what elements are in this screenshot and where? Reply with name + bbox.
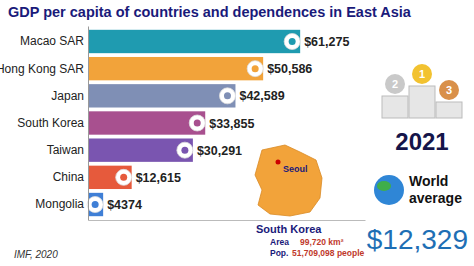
x-axis-line [89, 220, 366, 221]
data-label: $30,291 [197, 144, 242, 158]
bar [88, 57, 263, 80]
bar [88, 193, 103, 216]
medal [412, 64, 432, 84]
medal [439, 80, 459, 100]
y-axis: Macao SAR Hong Kong SAR Japan South Korea Ta… [0, 27, 89, 221]
y-tick: Mongolia [35, 197, 88, 211]
flag-icon [219, 88, 235, 104]
y-tick: China [53, 170, 88, 184]
data-label: $33,855 [209, 117, 254, 131]
flag-icon-center [92, 201, 99, 208]
podium-step [382, 96, 408, 118]
flag-icon-center [289, 38, 296, 45]
data-label: $42,589 [239, 89, 284, 103]
flag-icon-center [181, 147, 188, 154]
year: 2021 [395, 128, 448, 155]
flag-icon [87, 197, 103, 213]
world-average-label: Worldaverage [409, 173, 462, 206]
area-label: Area [270, 237, 289, 247]
bar [88, 166, 132, 189]
bar [88, 138, 193, 161]
chart: GDP per capita of countries and dependen… [0, 0, 474, 266]
y-tick-label: Taiwan [47, 143, 84, 157]
y-tick-label: South Korea [17, 116, 84, 130]
flag-icon-center [252, 65, 259, 72]
flag-icon [189, 115, 205, 131]
area-value: 99,720 km² [300, 237, 344, 247]
flag-icon-center [224, 92, 231, 99]
population-value: 51,709,098 people [292, 248, 365, 258]
y-tick-label: Japan [51, 89, 84, 103]
map-country: South Korea [256, 223, 322, 235]
y-tick: South Korea [17, 116, 88, 130]
flag-icon [247, 61, 263, 77]
y-tick: Taiwan [47, 143, 88, 157]
bar [88, 30, 300, 53]
data-label: $61,275 [304, 35, 349, 49]
title: GDP per capita of countries and dependen… [8, 4, 412, 20]
data-label: $50,586 [267, 62, 312, 76]
bar [88, 84, 235, 107]
flag-icon-center [194, 120, 201, 127]
y-tick-label: Macao SAR [20, 34, 84, 48]
globe [374, 175, 404, 205]
y-tick-label: China [53, 170, 85, 184]
bar [88, 111, 205, 134]
population-label: Pop. [270, 248, 288, 258]
flag-icon [177, 142, 193, 158]
map-city: Seoul [283, 164, 308, 174]
medal [385, 74, 405, 94]
source: IMF, 2020 [14, 249, 58, 260]
data-label: $4374 [107, 198, 142, 212]
world-average-value: $12,329 [367, 224, 468, 255]
medal-rank: 3 [446, 84, 452, 96]
podium-step [436, 102, 462, 118]
capital-dot [276, 160, 281, 165]
podium-step [409, 86, 435, 118]
y-tick: Japan [51, 89, 88, 103]
podium: 2 1 3 [382, 64, 462, 118]
medal-rank: 1 [419, 68, 425, 80]
data-label: $12,615 [136, 171, 181, 185]
y-tick-label: Hong Kong SAR [0, 61, 84, 75]
flag-icon [116, 169, 132, 185]
y-axis-line [88, 27, 89, 221]
medal-rank: 2 [392, 78, 398, 90]
y-tick: Macao SAR [20, 34, 88, 48]
x-axis [89, 220, 366, 221]
map-shape [255, 145, 322, 216]
flag-icon [284, 33, 300, 49]
y-tick: Hong Kong SAR [0, 61, 88, 75]
globe-land [377, 181, 391, 191]
flag-icon-center [120, 174, 127, 181]
y-tick-label: Mongolia [35, 197, 84, 211]
